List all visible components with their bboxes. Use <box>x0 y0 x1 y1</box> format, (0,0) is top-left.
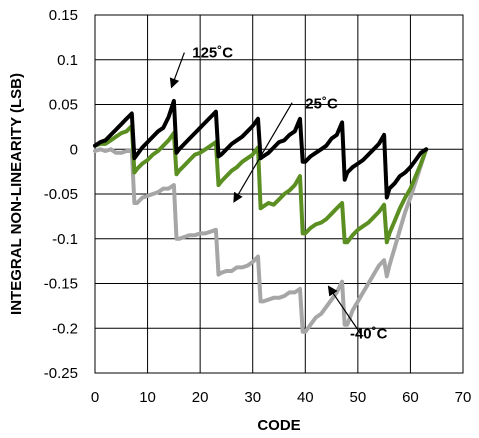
y-tick-label: 0.1 <box>57 52 78 69</box>
y-tick-label: 0.15 <box>49 7 78 24</box>
x-axis-title: CODE <box>257 417 300 434</box>
x-tick-label: 20 <box>192 389 209 406</box>
annotation-label: 25˚C <box>305 96 338 113</box>
series-layer <box>93 98 429 334</box>
annotation-layer: 125˚C 25˚C -40˚C <box>169 45 388 343</box>
y-tick-label: 0 <box>70 141 78 158</box>
y-tick-label: -0.1 <box>52 231 78 248</box>
annotation-label: 125˚C <box>192 45 233 62</box>
y-tick-label: -0.05 <box>44 186 78 203</box>
y-tick-label: 0.05 <box>49 97 78 114</box>
x-tick-label: 30 <box>244 389 261 406</box>
x-tick-labels: 0 10 20 30 40 50 60 70 <box>91 389 472 406</box>
series-line-125c <box>93 98 429 200</box>
x-tick-label: 60 <box>402 389 419 406</box>
y-tick-labels: 0.15 0.1 0.05 0 -0.05 -0.1 -0.15 -0.2 -0.25 <box>44 7 78 382</box>
series-line-25c <box>93 124 429 245</box>
x-tick-label: 40 <box>297 389 314 406</box>
x-tick-label: 10 <box>139 389 156 406</box>
annotation-arrow <box>327 285 361 334</box>
x-tick-label: 50 <box>350 389 367 406</box>
y-axis-title: INTEGRAL NON-LINEARITY (LSB) <box>8 73 25 315</box>
y-tick-label: -0.15 <box>44 276 78 293</box>
x-tick-label: 0 <box>91 389 99 406</box>
y-tick-label: -0.25 <box>44 365 78 382</box>
series-line--40c <box>93 147 429 334</box>
annotation-label: -40˚C <box>350 326 388 343</box>
y-tick-label: -0.2 <box>52 320 78 337</box>
x-tick-label: 70 <box>455 389 472 406</box>
annotation-arrow <box>169 52 185 89</box>
annotation-arrow <box>233 102 293 203</box>
